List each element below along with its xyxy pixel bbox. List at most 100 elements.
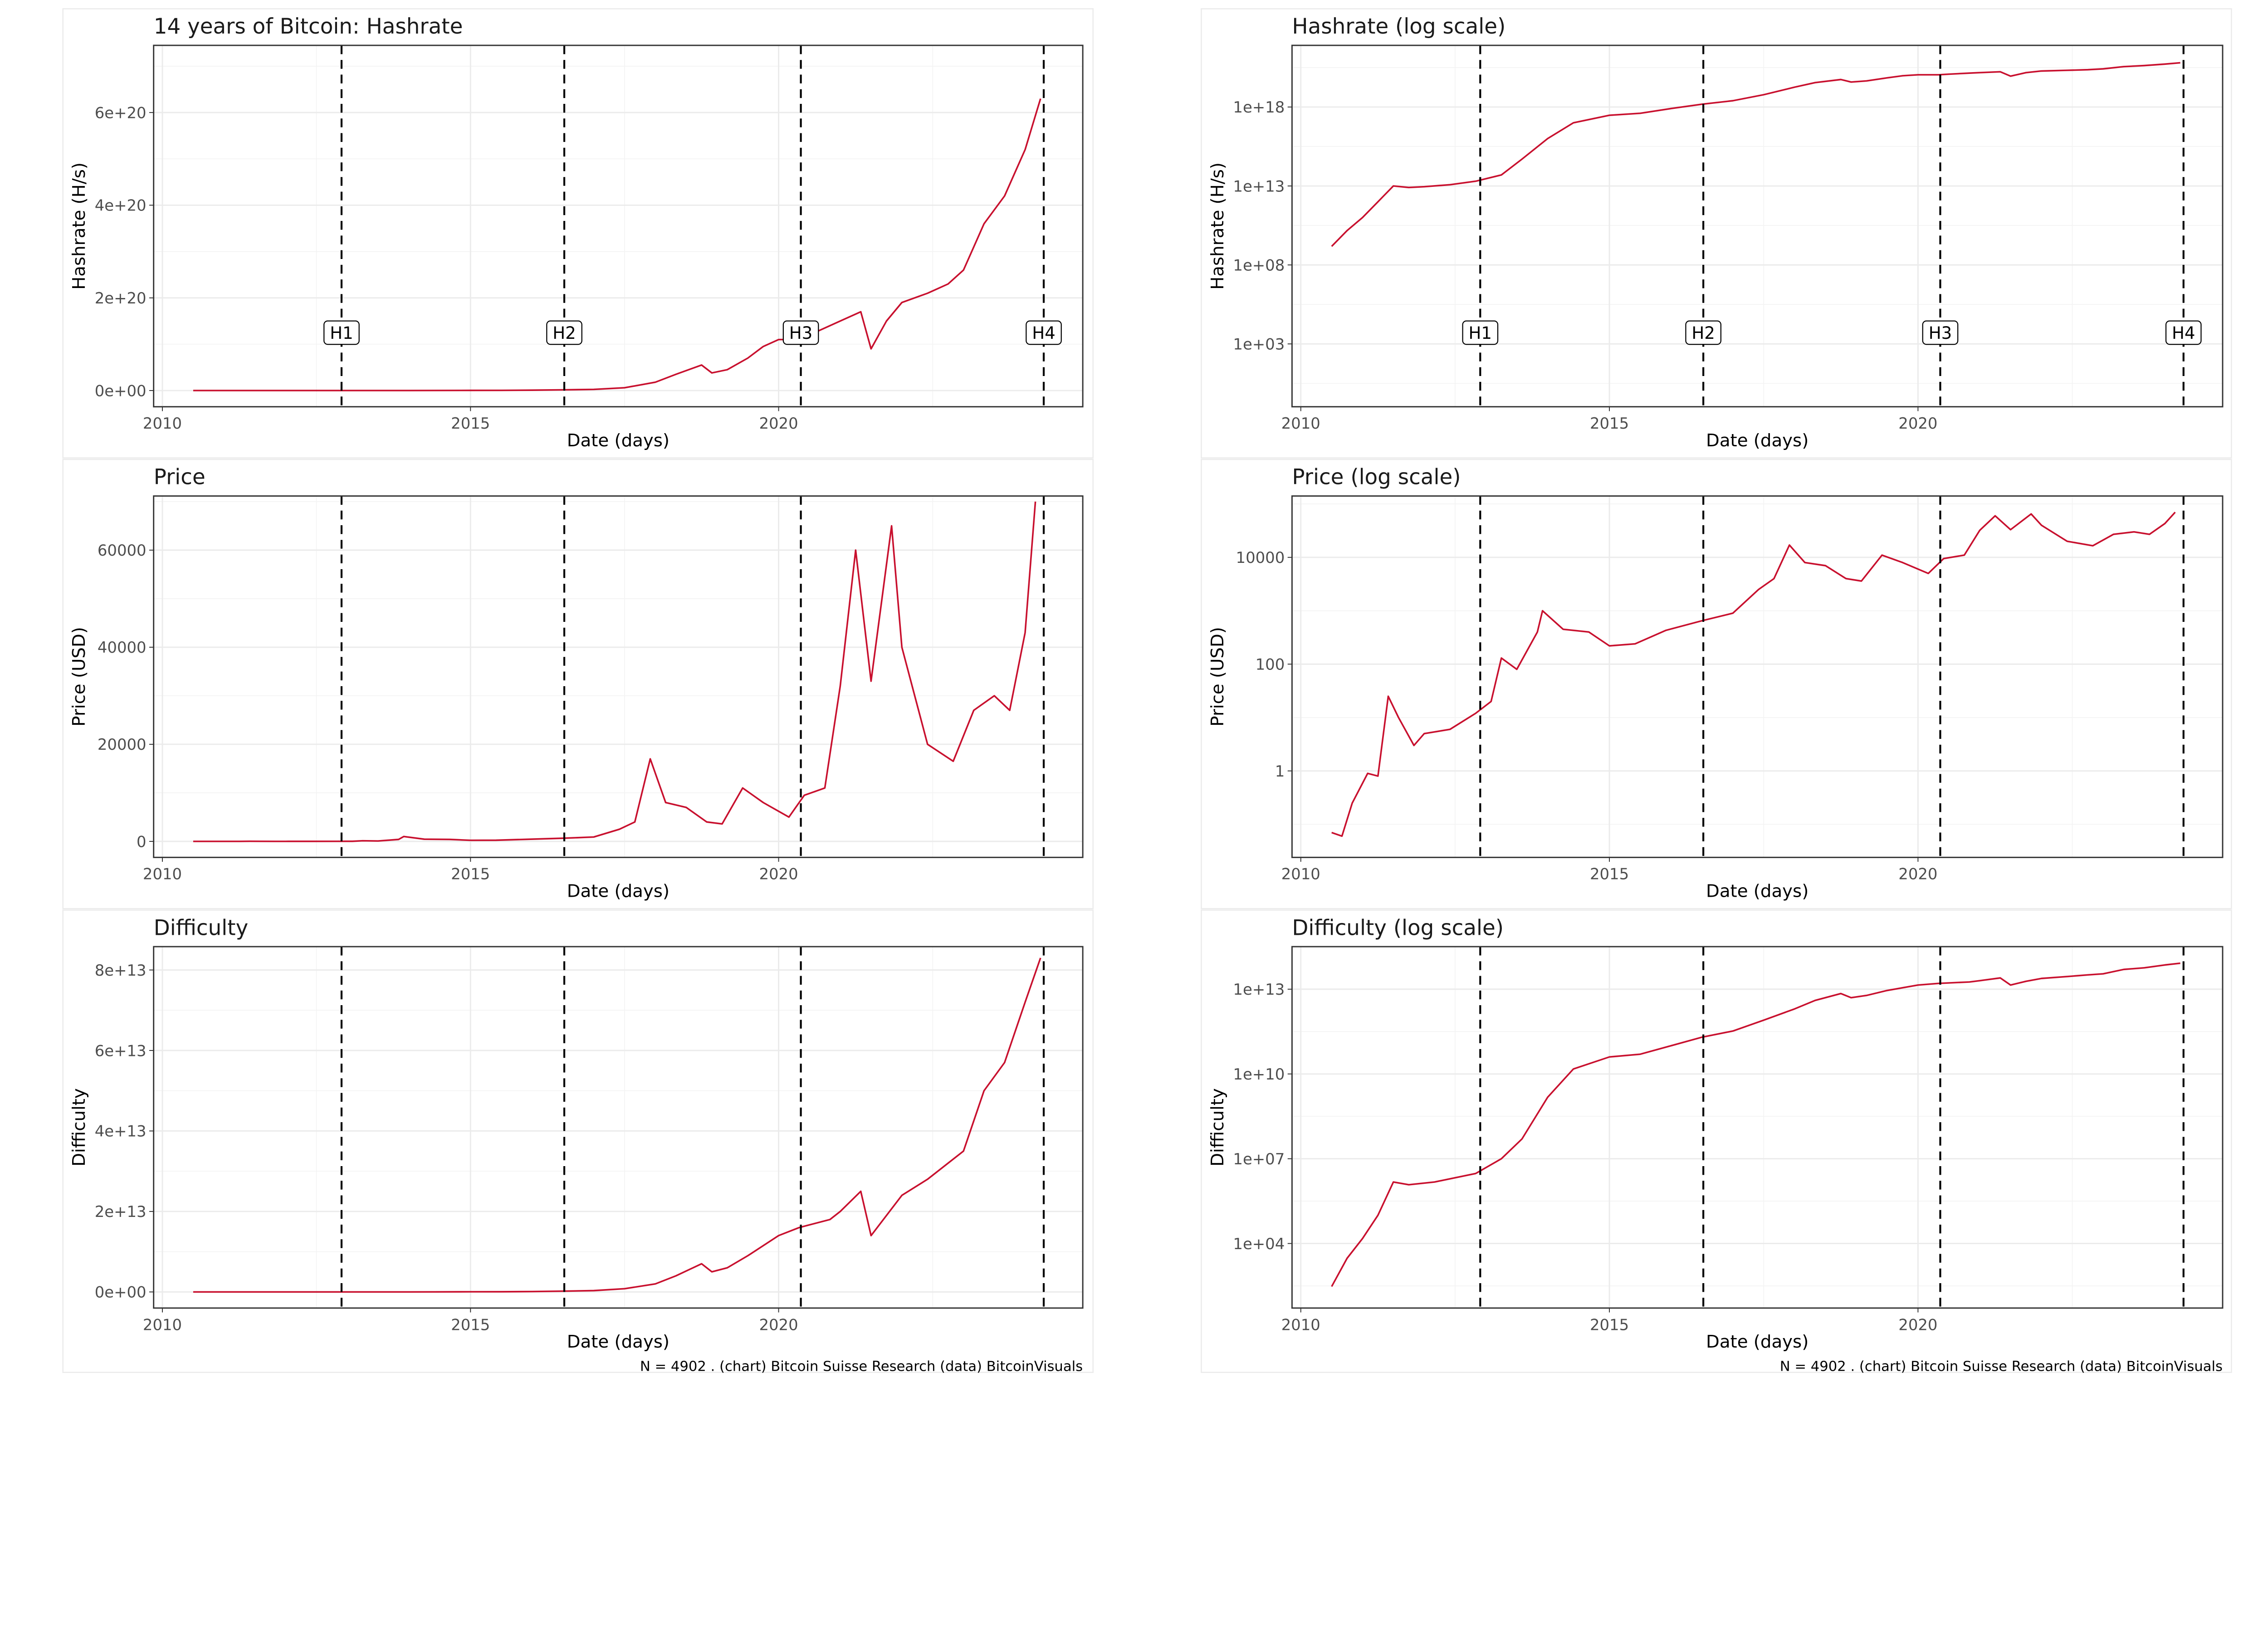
x-tick-label: 2015 [451, 865, 490, 883]
y-axis-title: Price (USD) [69, 627, 89, 727]
x-tick-label: 2010 [1281, 865, 1320, 883]
series-line-price [193, 501, 1036, 842]
y-tick-label: 6e+13 [95, 1042, 147, 1060]
chart-title: Difficulty (log scale) [1292, 916, 1504, 940]
x-tick-label: 2010 [1281, 415, 1320, 432]
y-tick-label: 20000 [98, 736, 147, 753]
chart-title: Difficulty [154, 916, 249, 940]
chart-panel-hashrate-log: 2010 2015 2020 1e+03 1e+08 1e+13 1e+18 H1 H2 H3 H4… [1201, 8, 2232, 459]
x-tick-label: 2010 [1281, 1316, 1320, 1334]
y-tick-label: 1e+08 [1233, 256, 1285, 274]
halving-label-box [1685, 320, 1721, 345]
plot-border [153, 44, 1084, 408]
y-tick-label: 6e+20 [95, 104, 147, 122]
y-tick-label: 60000 [98, 542, 147, 559]
chart-panel-difficulty-linear: 2010 2015 2020 0e+00 2e+13 4e+13 6e+13 8e+13 Dif… [62, 909, 1094, 1375]
halving-label: H4 [2172, 323, 2195, 343]
halving-label-box [782, 320, 819, 345]
panel-background [1201, 8, 2232, 459]
x-tick-label: 2020 [1898, 415, 1937, 432]
x-tick-label: 2010 [143, 415, 182, 432]
y-tick-label: 2e+13 [95, 1203, 147, 1221]
y-tick-label: 1e+03 [1233, 335, 1285, 353]
y-tick-label: 0e+00 [95, 1284, 147, 1301]
panel-background [1201, 459, 2232, 909]
chart-title: Hashrate (log scale) [1292, 15, 1505, 39]
plot-border [153, 495, 1084, 858]
chart-title: Price [154, 465, 205, 490]
chart-panel-price-linear: 2010 2015 2020 0 20000 40000 60000 Price Date (d… [62, 459, 1094, 909]
y-tick-label: 40000 [98, 639, 147, 656]
x-axis-title: Date (days) [1706, 881, 1809, 901]
panel-background [62, 8, 1094, 459]
x-tick-label: 2020 [1898, 1316, 1937, 1334]
x-tick-label: 2015 [1590, 1316, 1629, 1334]
y-tick-label: 8e+13 [95, 962, 147, 979]
halving-label: H4 [1032, 323, 1055, 343]
halving-label: H3 [789, 323, 812, 343]
x-tick-label: 2010 [143, 1316, 182, 1334]
plot-border [1291, 495, 2224, 858]
y-axis-title: Difficulty [1207, 1088, 1228, 1167]
halving-label: H1 [330, 323, 353, 343]
halving-label: H3 [1929, 323, 1952, 343]
series-line-price [1331, 512, 2176, 837]
y-tick-label: 1e+07 [1233, 1150, 1285, 1168]
halving-label-box [323, 320, 360, 345]
halving-label: H2 [552, 323, 576, 343]
chart-title: Price (log scale) [1292, 465, 1461, 490]
x-axis-title: Date (days) [567, 430, 670, 451]
plot-border [1291, 44, 2224, 408]
x-tick-label: 2020 [759, 1316, 798, 1334]
y-tick-label: 10000 [1236, 549, 1285, 567]
y-tick-label: 0e+00 [95, 382, 147, 400]
y-tick-label: 1e+13 [1233, 981, 1285, 998]
x-tick-label: 2015 [1590, 865, 1629, 883]
halving-label-box [2165, 320, 2202, 345]
x-tick-label: 2015 [1590, 415, 1629, 432]
y-tick-label: 1e+13 [1233, 177, 1285, 195]
chart-panel-hashrate-linear: 2010 2015 2020 0e+00 2e+20 4e+20 6e+20 H1 H2 H3 H4… [62, 8, 1094, 459]
series-line-hashrate [193, 98, 1041, 391]
y-tick-label: 2e+20 [95, 289, 147, 307]
caption: N = 4902 . (chart) Bitcoin Suisse Resear… [1780, 1359, 2223, 1375]
panel-background [62, 909, 1094, 1373]
y-tick-label: 4e+20 [95, 197, 147, 215]
y-axis-title: Hashrate (H/s) [1207, 162, 1228, 290]
chart-panel-difficulty-log: 2010 2015 2020 1e+04 1e+07 1e+10 1e+13 Difficul… [1201, 909, 2232, 1375]
y-tick-label: 0 [137, 833, 147, 850]
y-tick-label: 4e+13 [95, 1123, 147, 1140]
y-axis-title: Price (USD) [1207, 627, 1228, 727]
x-tick-label: 2010 [143, 865, 182, 883]
halving-label: H1 [1469, 323, 1492, 343]
x-tick-label: 2020 [759, 865, 798, 883]
y-axis-title: Difficulty [69, 1088, 89, 1167]
caption: N = 4902 . (chart) Bitcoin Suisse Resear… [640, 1359, 1083, 1375]
halving-label-box [1922, 320, 1959, 345]
halving-label-box [546, 320, 582, 345]
panel-background [1201, 909, 2232, 1373]
x-tick-label: 2015 [451, 415, 490, 432]
x-tick-label: 2020 [759, 415, 798, 432]
x-axis-title: Date (days) [1706, 1332, 1809, 1352]
series-line-hashrate [1331, 62, 2180, 247]
halving-label-box [1026, 320, 1062, 345]
series-line-difficulty [1331, 962, 2180, 1287]
halving-label: H2 [1691, 323, 1715, 343]
panel-background [62, 459, 1094, 909]
plot-border [1291, 946, 2224, 1309]
y-tick-label: 1e+18 [1233, 98, 1285, 116]
x-axis-title: Date (days) [567, 881, 670, 901]
x-tick-label: 2020 [1898, 865, 1937, 883]
y-tick-label: 100 [1256, 655, 1285, 673]
halving-label-box [1462, 320, 1499, 345]
y-tick-label: 1 [1275, 762, 1285, 780]
x-axis-title: Date (days) [1706, 430, 1809, 451]
y-tick-label: 1e+10 [1233, 1065, 1285, 1083]
y-tick-label: 1e+04 [1233, 1235, 1285, 1253]
series-line-difficulty [193, 957, 1041, 1293]
x-tick-label: 2015 [451, 1316, 490, 1334]
chart-title: 14 years of Bitcoin: Hashrate [154, 15, 463, 39]
chart-panel-price-log: 2010 2015 2020 1 100 10000 Price (log scale) Da… [1201, 459, 2232, 909]
bitcoin-figure: 2010 2015 2020 0e+00 2e+20 4e+20 6e+20 H1 H2 H3 H4… [62, 8, 2232, 1375]
